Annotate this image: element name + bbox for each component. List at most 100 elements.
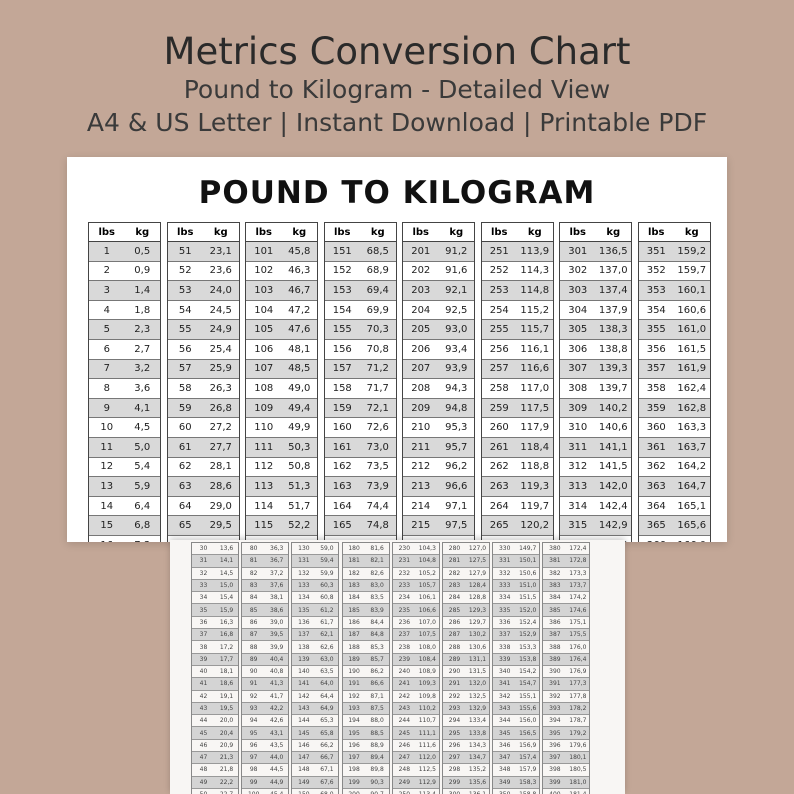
lbs-cell: 307 (568, 363, 588, 375)
table-row: 11 5,0 (89, 437, 160, 458)
kg-cell: 173,7 (569, 582, 587, 590)
kg-cell: 1,4 (134, 284, 151, 296)
kg-cell: 94,8 (445, 402, 468, 414)
table-row: 207 93,9 (403, 359, 474, 380)
table-row: 333 151,0 (493, 579, 540, 593)
kg-cell: 37,2 (270, 569, 284, 577)
kg-cell: 27,7 (209, 441, 232, 453)
lbs-cell: 300 (443, 791, 466, 794)
table-row: 84 38,1 (242, 592, 289, 605)
table-row: 230 104,3 (392, 543, 439, 556)
lbs-cell: 391 (549, 680, 561, 688)
table-row: 196 88,9 (342, 740, 389, 753)
kg-cell: 15,4 (219, 594, 234, 602)
table-row: 284 128,8 (443, 592, 489, 605)
kg-cell: 5,4 (134, 461, 151, 473)
table-row: 3 1,4 (89, 281, 160, 301)
table-row: 95 43,1 (242, 727, 289, 740)
lbs-cell: 389 (549, 655, 561, 663)
table-row: 167,3 (89, 536, 160, 542)
lbs-cell: 138 (298, 643, 310, 651)
lbs-cell: 285 (448, 606, 461, 614)
kg-cell: 108,9 (418, 668, 436, 676)
kg-cell: 176,4 (569, 655, 587, 663)
kg-cell: 165,6 (677, 520, 707, 532)
kg-cell: 174,6 (569, 606, 587, 614)
kg-cell: 129,7 (468, 618, 487, 626)
kg-cell: 45,8 (288, 245, 311, 257)
lbs-cell: 44 (199, 717, 208, 725)
lbs-cell: 394 (549, 717, 561, 725)
kg-cell: 153,3 (519, 643, 537, 651)
lbs-cell: 59 (178, 402, 192, 414)
lbs-cell: 83 (249, 582, 258, 590)
table-row: 345 156,5 (493, 727, 540, 740)
kg-cell: 50,3 (288, 441, 311, 453)
lbs-cell: 9 (103, 402, 110, 414)
table-row: 300136,1 (443, 789, 489, 794)
kg-cell: 87,1 (370, 692, 384, 700)
kg-cell: 18,6 (219, 680, 234, 688)
kg-cell: 43,5 (270, 741, 284, 749)
lbs-cell: 163 (332, 480, 352, 492)
kg-cell: 63,5 (320, 668, 334, 676)
lbs-cell: 115 (254, 520, 274, 532)
table-row: 141 64,0 (292, 678, 339, 691)
lbs-cell: 308 (568, 382, 588, 394)
kg-cell: 139,7 (598, 382, 628, 394)
lbs-cell: 8 (103, 382, 110, 394)
kg-cell: 27,2 (209, 422, 232, 434)
table-row: 206 93,4 (403, 340, 474, 360)
table-row: 288 130,6 (443, 641, 489, 654)
kg-cell: 88,5 (370, 729, 384, 737)
header-lbs: lbs (176, 226, 194, 238)
kg-cell: 24,9 (209, 324, 232, 336)
table-row: 309 140,2 (560, 398, 631, 419)
lbs-cell: 365 (646, 520, 666, 532)
kg-cell: 59,9 (320, 569, 334, 577)
lbs-cell: 94 (249, 717, 258, 725)
kg-cell: 46,3 (288, 265, 311, 277)
kg-cell: 107,0 (418, 618, 436, 626)
kg-cell: 151,5 (519, 594, 537, 602)
lbs-cell: 348 (498, 766, 511, 774)
kg-cell: 180,1 (569, 754, 587, 762)
lbs-cell: 142 (298, 692, 310, 700)
table-row: 138 62,6 (292, 641, 339, 654)
table-row: 312 141,5 (560, 458, 631, 478)
tagline: A4 & US Letter | Instant Download | Prin… (86, 108, 708, 137)
table-row: 97 44,0 (242, 752, 289, 765)
lbs-cell: 248 (398, 766, 411, 774)
kg-cell: 119,3 (520, 480, 550, 492)
kg-cell: 14,1 (219, 557, 234, 565)
kg-cell: 70,3 (366, 324, 389, 336)
kg-cell: 46,7 (288, 284, 311, 296)
lbs-cell: 259 (489, 402, 509, 414)
kg-cell: 26,3 (209, 382, 232, 394)
lbs-cell: 385 (549, 606, 561, 614)
kg-cell: 91,2 (445, 245, 468, 257)
lbs-cell: 233 (398, 582, 411, 590)
lbs-cell: 140 (298, 668, 310, 676)
kg-cell: 129,3 (468, 606, 487, 614)
table-row: 297 134,7 (443, 752, 489, 765)
kg-cell: 175,5 (569, 631, 587, 639)
lbs-cell: 347 (498, 754, 511, 762)
lbs-cell: 132 (298, 569, 310, 577)
lbs-cell: 334 (498, 594, 511, 602)
table-row: 189 85,7 (342, 653, 389, 666)
lbs-cell: 239 (398, 655, 411, 663)
kg-cell: 44,5 (270, 766, 284, 774)
table-row: 163 73,9 (324, 477, 396, 497)
table-row: 285 129,3 (443, 604, 489, 617)
kg-cell: 83,0 (370, 582, 384, 590)
kg-cell: 20,4 (219, 729, 234, 737)
kg-cell: 176,9 (569, 668, 587, 676)
kg-cell: 72,1 (366, 402, 389, 414)
table-row: 356 161,5 (638, 340, 710, 360)
table-row: 9 4,1 (89, 398, 160, 419)
lbs-cell: 288 (448, 643, 461, 651)
table-row: 190 86,2 (342, 666, 389, 679)
kg-cell: 24,0 (209, 284, 232, 296)
kg-cell: 127,5 (468, 557, 487, 565)
